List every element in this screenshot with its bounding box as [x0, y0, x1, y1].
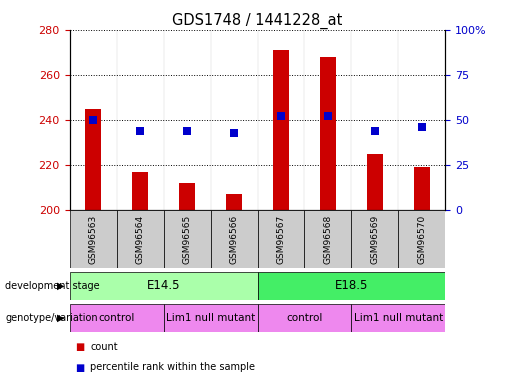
Text: control: control [286, 313, 323, 323]
Point [277, 113, 285, 119]
Bar [70, 272, 258, 300]
Text: GDS1748 / 1441228_at: GDS1748 / 1441228_at [173, 13, 342, 29]
Point [371, 128, 379, 134]
Bar [116, 210, 164, 268]
Point [183, 128, 191, 134]
Bar [320, 57, 336, 210]
Bar [164, 304, 258, 332]
Text: GSM96565: GSM96565 [182, 214, 192, 264]
Bar [132, 172, 148, 210]
Bar [414, 167, 430, 210]
Point [324, 113, 332, 119]
Point [89, 117, 97, 123]
Text: count: count [90, 342, 118, 352]
Point [418, 124, 426, 130]
Text: ▶: ▶ [57, 281, 64, 291]
Bar [352, 210, 399, 268]
Text: GSM96569: GSM96569 [370, 214, 380, 264]
Bar [258, 272, 445, 300]
Text: ■: ■ [75, 363, 84, 372]
Text: control: control [98, 313, 135, 323]
Text: development stage: development stage [5, 281, 100, 291]
Bar [258, 304, 351, 332]
Bar [399, 210, 445, 268]
Text: GSM96567: GSM96567 [277, 214, 285, 264]
Bar [367, 154, 383, 210]
Text: GSM96566: GSM96566 [230, 214, 238, 264]
Point [230, 130, 238, 136]
Text: GSM96564: GSM96564 [135, 214, 145, 264]
Bar [211, 210, 258, 268]
Bar [258, 210, 304, 268]
Bar [273, 50, 289, 210]
Text: Lim1 null mutant: Lim1 null mutant [166, 313, 255, 323]
Text: GSM96570: GSM96570 [418, 214, 426, 264]
Bar [85, 109, 101, 210]
Text: E18.5: E18.5 [335, 279, 368, 292]
Bar [352, 304, 445, 332]
Text: ■: ■ [75, 342, 84, 352]
Point [136, 128, 144, 134]
Text: Lim1 null mutant: Lim1 null mutant [354, 313, 443, 323]
Text: GSM96568: GSM96568 [323, 214, 333, 264]
Bar [70, 210, 116, 268]
Text: genotype/variation: genotype/variation [5, 313, 98, 323]
Bar [304, 210, 352, 268]
Text: ▶: ▶ [57, 313, 64, 323]
Text: E14.5: E14.5 [147, 279, 180, 292]
Text: percentile rank within the sample: percentile rank within the sample [90, 363, 255, 372]
Bar [179, 183, 195, 210]
Bar [226, 194, 242, 210]
Bar [164, 210, 211, 268]
Text: GSM96563: GSM96563 [89, 214, 97, 264]
Bar [70, 304, 164, 332]
